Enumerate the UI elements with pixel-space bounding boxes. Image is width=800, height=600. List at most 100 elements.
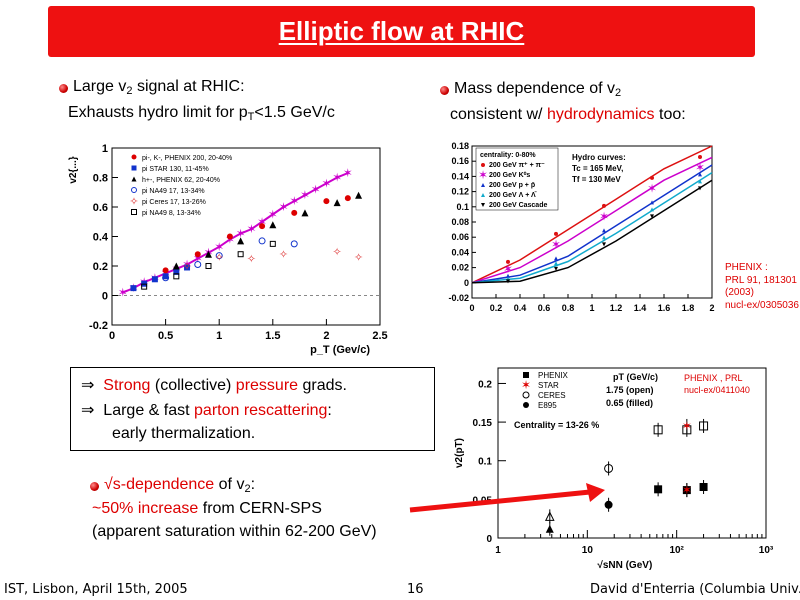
data-point [194,251,201,258]
data-point [344,195,351,202]
x-axis-label: √sNN (GeV) [597,560,652,571]
annotation: pT (GeV/c) [613,372,658,382]
x-tick-label: 0.4 [514,303,527,313]
plot-frame [497,367,767,539]
left-line1-post: signal at RHIC: [132,78,245,95]
data-point [604,500,613,509]
box-text: : [327,402,332,419]
right-line2-post: too: [654,106,686,123]
data-point: ✶ [682,483,692,497]
sqrt-text: from CERN-SPS [198,500,322,517]
y-tick-label: 0.04 [451,247,469,257]
sqrt-sub: 2 [244,483,251,495]
data-point [650,200,654,205]
data-point [506,259,510,264]
data-point [205,263,212,269]
x-tick-label: 1.2 [610,303,623,313]
left-line2-pre: Exhausts hydro limit for p [68,104,248,121]
box-text: (collective) [150,377,236,394]
data-point: ✶ [599,209,609,223]
sqrt-line3: (apparent saturation within 62-200 GeV) [92,523,377,540]
annotation: Tc = 165 MeV, [572,164,623,173]
data-point: ✶ [343,166,353,180]
series-line [122,172,349,294]
data-point [653,425,663,435]
data-point [554,261,558,266]
sqrt-red: √s-dependence [104,476,215,493]
data-point [355,191,363,199]
legend-marker: ✶ [478,168,488,182]
legend-label: 200 GeV Cascade [489,202,547,209]
data-point [184,264,191,271]
y-tick-label: -0.02 [448,293,469,303]
box-line1: ⇒ Strong (collective) pressure grads. [81,376,347,395]
legend-label: E895 [538,401,557,410]
y-tick-label: 0 [102,291,108,303]
slide-title: Elliptic flow at RHIC [278,16,525,46]
y-axis-label: v2{...} [68,156,79,183]
right-line2-red: hydrodynamics [546,106,655,123]
hydro-curve [471,179,713,284]
data-point: ✶ [300,188,310,202]
data-point [269,240,276,247]
data-point [333,199,341,207]
hydro-curve [471,164,713,284]
ref2-line: nucl-ex/0411040 [684,385,750,395]
data-point [602,235,606,240]
x-tick-label: 1 [589,303,594,313]
arrow-icon: ⇒ [81,402,95,419]
data-point [151,276,158,283]
x-tick-label: 10 [582,545,594,556]
data-point [226,233,233,240]
data-point [698,186,702,191]
x-tick-label: 1.8 [682,303,695,313]
data-point [173,273,180,280]
data-point [650,207,654,212]
annotation: Centrality = 13-26 % [514,420,599,430]
legend-label: h+-, PHENIX 62, 20-40% [142,177,220,184]
data-point [506,279,510,284]
legend-marker [523,372,529,378]
left-line1-sub: 2 [126,85,133,97]
legend-label: pi Ceres 17, 13-26% [142,199,206,206]
y-tick-label: 0.2 [93,261,108,273]
chart-v2-vs-pt: 0 0.5 1 1.5 2 2.5-0.200.20.40.60.81p_T (Gev/c… [62,140,397,360]
y-tick-label: 0 [486,534,492,545]
annotation: Tf = 130 MeV [572,175,621,184]
data-point [204,250,212,258]
data-point [602,203,606,208]
data-point [162,267,169,274]
legend-label: pi NA49 17, 13-34% [142,188,205,195]
data-point: ✶ [503,262,513,276]
data-point [290,240,298,248]
data-point [162,274,170,282]
legend-box [475,147,559,211]
data-point: ✶ [551,237,561,251]
ref1-line: nucl-ex/0305036 [725,299,799,311]
x-tick-label: 0.6 [538,303,551,313]
data-point: ✶ [236,227,246,241]
y-tick-label: 0.8 [93,173,108,185]
legend-label: STAR [538,381,559,390]
data-point [237,251,244,258]
bullet-icon [440,86,449,95]
data-point [301,209,309,217]
legend-label: 200 GeV p + p̄ [489,181,535,189]
x-tick-label: 10³ [759,545,774,556]
left-line1: Large v2 signal at RHIC: [73,77,245,98]
right-line1-pre: Mass dependence of v [454,80,615,97]
footer-left: IST, Lisbon, April 15th, 2005 [4,582,188,597]
red-arrow-icon [409,483,605,513]
x-tick-label: 0 [109,330,115,342]
left-line1-pre: Large v [73,78,127,95]
legend-title: centrality: 0-80% [480,152,536,159]
y-tick-label: 0.06 [451,232,469,242]
y-tick-label: 0.02 [451,263,469,273]
x-tick-label: 1 [495,545,501,556]
ref2-line: PHENIX , PRL [684,373,743,383]
data-point [699,421,709,431]
data-point [237,237,245,245]
box-text: Large & fast [103,402,195,419]
data-point [650,175,654,180]
